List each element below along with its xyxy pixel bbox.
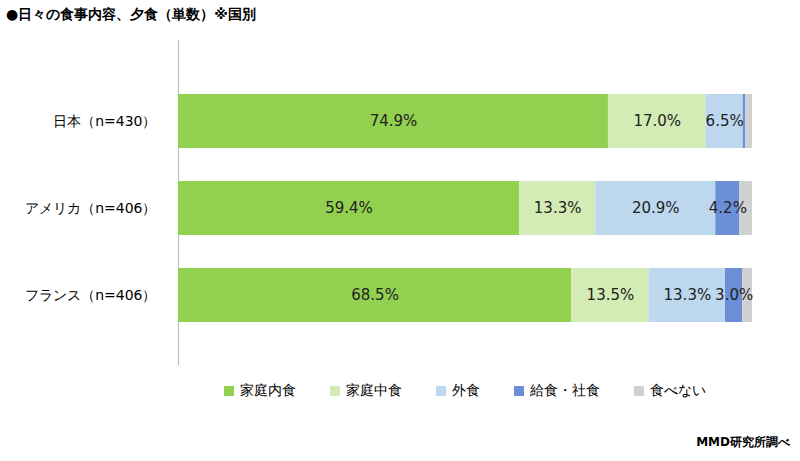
svg-text:59.4%: 59.4% xyxy=(325,199,373,217)
html-text:家庭中食: 家庭中食 xyxy=(346,382,402,398)
svg-text:日本（n=430）: 日本（n=430） xyxy=(53,113,156,129)
svg-text:4.2%: 4.2% xyxy=(709,199,747,217)
svg-text:13.3%: 13.3% xyxy=(534,199,582,217)
svg-text:74.9%: 74.9% xyxy=(370,112,418,130)
html-text:給食・社食: 給食・社食 xyxy=(530,382,600,398)
svg-text:13.5%: 13.5% xyxy=(587,286,635,304)
svg-text:68.5%: 68.5% xyxy=(351,286,399,304)
html-text:外食: 外食 xyxy=(452,382,480,398)
html-text:家庭内食: 家庭内食 xyxy=(240,382,296,398)
svg-text:20.9%: 20.9% xyxy=(632,199,680,217)
html-text:食べない: 食べない xyxy=(650,382,706,398)
html-text:MMD研究所調べ: MMD研究所調べ xyxy=(696,435,790,449)
svg-text:13.3%: 13.3% xyxy=(664,286,712,304)
svg-text:3.0%: 3.0% xyxy=(715,286,753,304)
svg-text:アメリカ（n=406）: アメリカ（n=406） xyxy=(25,200,156,216)
html-text:●日々の食事内容、夕食（単数）※国別: ●日々の食事内容、夕食（単数）※国別 xyxy=(6,6,256,22)
svg-text:フランス（n=406）: フランス（n=406） xyxy=(25,287,156,303)
svg-text:17.0%: 17.0% xyxy=(633,112,681,130)
svg-text:6.5%: 6.5% xyxy=(706,112,744,130)
